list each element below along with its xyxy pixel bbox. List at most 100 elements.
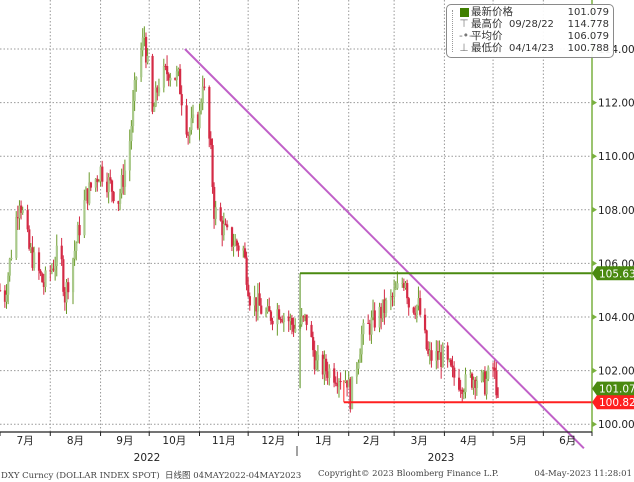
candle-body <box>440 352 443 367</box>
legend-row-average: -•- 平均价 106.079 <box>447 30 613 43</box>
year-label-2023: 2023 <box>427 452 455 464</box>
candle-body <box>140 50 143 78</box>
candle-body <box>370 317 373 335</box>
candle-body <box>315 360 318 370</box>
candle-body <box>303 314 307 317</box>
candle-body <box>266 306 269 312</box>
candle-body <box>192 114 195 119</box>
candle-body <box>328 368 331 378</box>
candle-body <box>326 371 329 378</box>
candle-body <box>232 245 235 247</box>
candle-body <box>187 134 190 136</box>
candle-body <box>151 55 154 112</box>
candle-body <box>209 138 213 146</box>
y-tick-label: 102.000 <box>598 366 634 378</box>
candle-body <box>339 381 342 383</box>
candle-body <box>458 377 461 390</box>
y-tick-arrow <box>592 421 597 428</box>
candle-body <box>312 337 315 351</box>
candle-body <box>247 284 250 297</box>
candle-body <box>37 252 41 271</box>
y-tick-label: 108.000 <box>598 205 634 217</box>
candle-body <box>26 210 29 230</box>
candle-body <box>96 178 99 183</box>
candle-body <box>385 300 388 313</box>
candle-body <box>305 314 308 325</box>
candle-body <box>52 268 55 271</box>
candle-body <box>162 65 166 88</box>
candle-body <box>359 354 362 363</box>
candle-body <box>367 322 370 324</box>
candle-body <box>214 207 217 219</box>
candle-body <box>313 350 316 370</box>
low-marker-icon: ⊥ <box>459 42 469 54</box>
candle-body <box>224 223 227 225</box>
y-tick-label: 100.000 <box>598 419 634 431</box>
candle-body <box>355 368 359 377</box>
candle-body <box>10 257 13 259</box>
candle-body <box>144 36 148 63</box>
candle-body <box>300 316 303 325</box>
candle-body <box>97 181 101 183</box>
candle-body <box>123 170 127 187</box>
candle-body <box>269 311 273 321</box>
candle-body <box>222 223 226 236</box>
candle-body <box>67 282 70 293</box>
legend-value: 106.079 <box>567 31 609 42</box>
candle-body <box>391 296 394 298</box>
candle-body <box>29 247 33 249</box>
candle-body <box>99 166 102 182</box>
candle-body <box>169 77 172 81</box>
legend-label: 平均价 <box>471 30 503 42</box>
candle-body <box>462 392 466 394</box>
candle-body <box>188 129 191 136</box>
candle-body <box>203 86 206 88</box>
candle-body <box>453 367 456 378</box>
candle-body <box>383 299 386 313</box>
legend-label: 最新价格 <box>471 6 513 18</box>
candle-body <box>495 370 498 396</box>
candle-body <box>177 68 180 72</box>
candle-body <box>0 290 2 292</box>
candle-body <box>290 317 294 325</box>
candle-body <box>406 283 409 299</box>
candle-body <box>7 275 10 295</box>
candle-body <box>393 289 396 297</box>
y-tick-label: 112.000 <box>598 98 634 110</box>
candle-body <box>427 349 430 354</box>
security-description: DXY Curncy (DOLLAR INDEX SPOT) 日线图 04MAY… <box>1 471 302 481</box>
candle-body <box>337 381 341 387</box>
candle-body <box>94 178 97 188</box>
month-label: 11月 <box>211 435 236 447</box>
green-square-icon <box>460 8 469 17</box>
candle-body <box>16 216 20 219</box>
candle-body <box>120 174 123 194</box>
legend-row-high: ⊤ 最高价 09/28/22 114.778 <box>447 18 613 31</box>
candle-body <box>237 245 240 251</box>
candle-body <box>492 367 495 369</box>
candle-body <box>65 282 68 303</box>
candle-body <box>226 224 229 228</box>
candle-body <box>208 87 211 139</box>
candle-body <box>425 330 428 350</box>
candle-body <box>49 270 52 272</box>
candle-body <box>130 126 133 142</box>
legend-value: 101.079 <box>567 7 609 18</box>
candle-body <box>89 182 93 188</box>
candle-body <box>131 101 135 127</box>
candle-body <box>179 68 182 95</box>
candle-body <box>20 205 23 213</box>
candle-body <box>71 258 75 293</box>
candle-body <box>401 282 404 284</box>
candle-body <box>110 180 114 192</box>
month-label: 8月 <box>66 435 84 447</box>
legend-date: 09/28/22 <box>509 19 554 30</box>
candle-body <box>446 345 449 360</box>
candle-body <box>276 309 279 325</box>
legend-value: 114.778 <box>567 19 609 30</box>
legend-value: 100.788 <box>567 43 609 54</box>
candle-body <box>200 102 203 111</box>
candle-body <box>248 296 251 306</box>
candle-body <box>86 188 89 204</box>
candle-body <box>344 380 347 382</box>
